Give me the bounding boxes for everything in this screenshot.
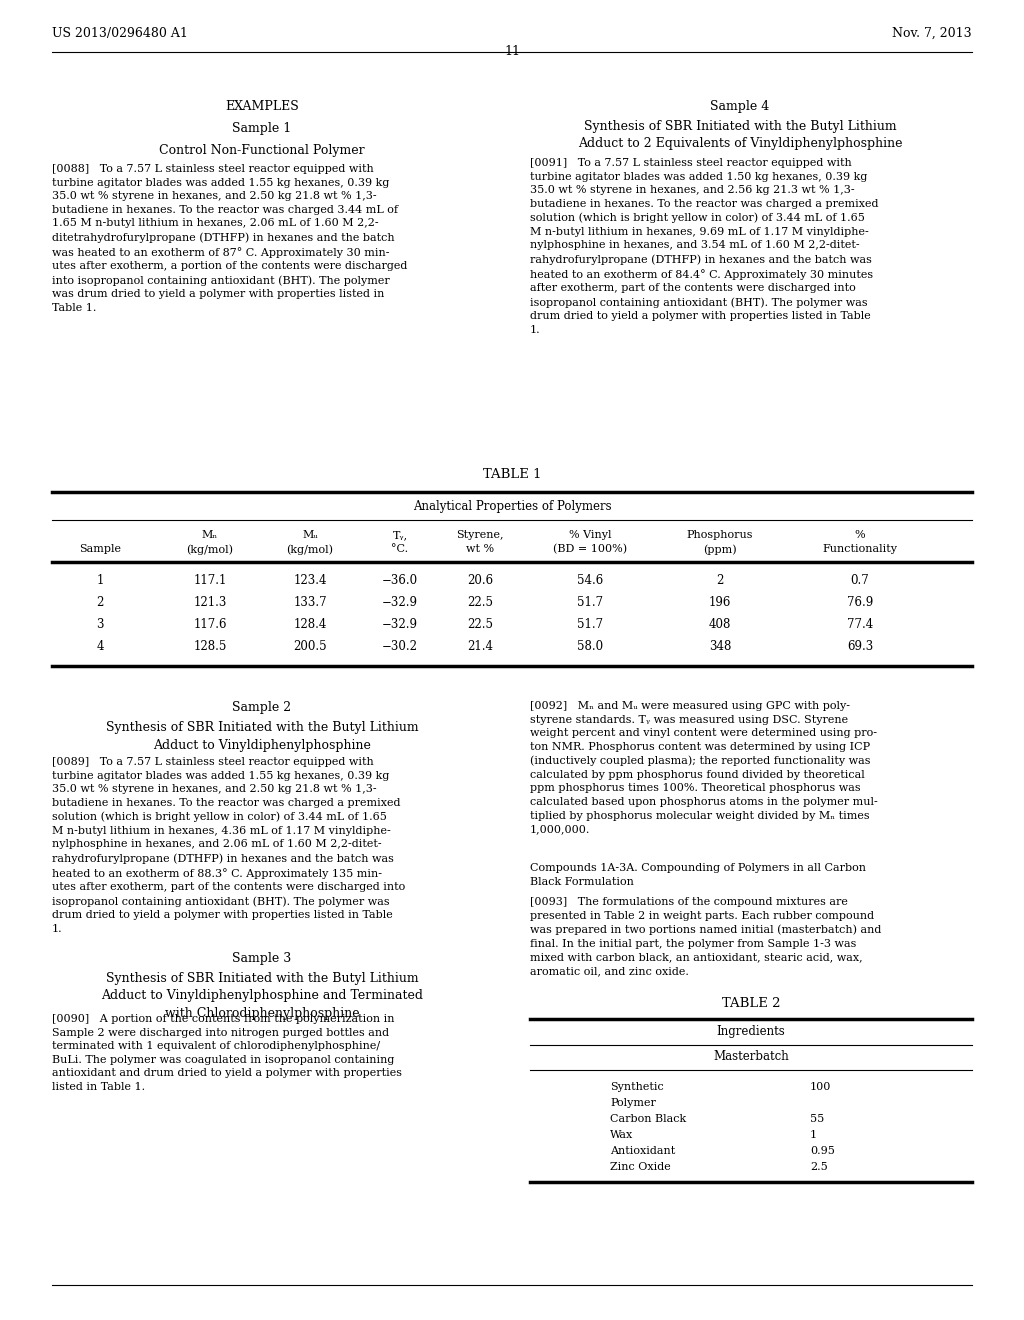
Text: %: % [855,531,865,540]
Text: Masterbatch: Masterbatch [713,1049,788,1063]
Text: Sample 4: Sample 4 [711,100,770,114]
Text: Tᵧ,: Tᵧ, [392,531,408,540]
Text: (kg/mol): (kg/mol) [186,544,233,554]
Text: (kg/mol): (kg/mol) [287,544,334,554]
Text: 133.7: 133.7 [293,597,327,609]
Text: Functionality: Functionality [822,544,897,554]
Text: 408: 408 [709,618,731,631]
Text: 196: 196 [709,597,731,609]
Text: Mᵤ: Mᵤ [302,531,317,540]
Text: 2: 2 [717,574,724,587]
Text: Sample 3: Sample 3 [232,952,292,965]
Text: 0.95: 0.95 [810,1146,835,1156]
Text: Compounds 1A-3A. Compounding of Polymers in all Carbon
Black Formulation: Compounds 1A-3A. Compounding of Polymers… [530,863,866,887]
Text: 117.1: 117.1 [194,574,226,587]
Text: Synthesis of SBR Initiated with the Butyl Lithium
Adduct to Vinyldiphenylphosphi: Synthesis of SBR Initiated with the Buty… [101,972,423,1020]
Text: 3: 3 [96,618,103,631]
Text: 1: 1 [810,1130,817,1140]
Text: 123.4: 123.4 [293,574,327,587]
Text: [0091]   To a 7.57 L stainless steel reactor equipped with
turbine agitator blad: [0091] To a 7.57 L stainless steel react… [530,158,879,335]
Text: Synthesis of SBR Initiated with the Butyl Lithium
Adduct to 2 Equivalents of Vin: Synthesis of SBR Initiated with the Buty… [578,120,902,150]
Text: 51.7: 51.7 [577,597,603,609]
Text: Analytical Properties of Polymers: Analytical Properties of Polymers [413,500,611,513]
Text: 54.6: 54.6 [577,574,603,587]
Text: Phosphorus: Phosphorus [687,531,754,540]
Text: % Vinyl: % Vinyl [568,531,611,540]
Text: 128.5: 128.5 [194,640,226,653]
Text: Control Non-Functional Polymer: Control Non-Functional Polymer [159,144,365,157]
Text: −32.9: −32.9 [382,597,418,609]
Text: Ingredients: Ingredients [717,1026,785,1038]
Text: TABLE 1: TABLE 1 [482,469,542,480]
Text: [0093]   The formulations of the compound mixtures are
presented in Table 2 in w: [0093] The formulations of the compound … [530,898,882,975]
Text: [0089]   To a 7.57 L stainless steel reactor equipped with
turbine agitator blad: [0089] To a 7.57 L stainless steel react… [52,756,406,935]
Text: 55: 55 [810,1114,824,1125]
Text: [0088]   To a 7.57 L stainless steel reactor equipped with
turbine agitator blad: [0088] To a 7.57 L stainless steel react… [52,164,408,313]
Text: 4: 4 [96,640,103,653]
Text: [0090]   A portion of the contents from the polymerization in
Sample 2 were disc: [0090] A portion of the contents from th… [52,1014,402,1092]
Text: 58.0: 58.0 [577,640,603,653]
Text: Synthesis of SBR Initiated with the Butyl Lithium
Adduct to Vinyldiphenylphosphi: Synthesis of SBR Initiated with the Buty… [105,721,419,751]
Text: −30.2: −30.2 [382,640,418,653]
Text: 121.3: 121.3 [194,597,226,609]
Text: US 2013/0296480 A1: US 2013/0296480 A1 [52,26,187,40]
Text: 2.5: 2.5 [810,1162,827,1172]
Text: Sample 2: Sample 2 [232,701,292,714]
Text: Polymer: Polymer [610,1098,656,1107]
Text: −36.0: −36.0 [382,574,418,587]
Text: 20.6: 20.6 [467,574,494,587]
Text: Styrene,: Styrene, [457,531,504,540]
Text: 128.4: 128.4 [293,618,327,631]
Text: 117.6: 117.6 [194,618,226,631]
Text: 51.7: 51.7 [577,618,603,631]
Text: 22.5: 22.5 [467,597,493,609]
Text: 348: 348 [709,640,731,653]
Text: Wax: Wax [610,1130,633,1140]
Text: Mₙ: Mₙ [202,531,218,540]
Text: 21.4: 21.4 [467,640,493,653]
Text: 11: 11 [504,45,520,58]
Text: (BD = 100%): (BD = 100%) [553,544,627,554]
Text: 0.7: 0.7 [851,574,869,587]
Text: Antioxidant: Antioxidant [610,1146,675,1156]
Text: Sample: Sample [79,544,121,554]
Text: 1: 1 [96,574,103,587]
Text: −32.9: −32.9 [382,618,418,631]
Text: 100: 100 [810,1082,831,1092]
Text: TABLE 2: TABLE 2 [722,997,780,1010]
Text: (ppm): (ppm) [703,544,737,554]
Text: Nov. 7, 2013: Nov. 7, 2013 [892,26,972,40]
Text: Sample 1: Sample 1 [232,121,292,135]
Text: Synthetic: Synthetic [610,1082,664,1092]
Text: Carbon Black: Carbon Black [610,1114,686,1125]
Text: wt %: wt % [466,544,494,554]
Text: °C.: °C. [391,544,409,554]
Text: EXAMPLES: EXAMPLES [225,100,299,114]
Text: Zinc Oxide: Zinc Oxide [610,1162,671,1172]
Text: 22.5: 22.5 [467,618,493,631]
Text: 2: 2 [96,597,103,609]
Text: 77.4: 77.4 [847,618,873,631]
Text: 200.5: 200.5 [293,640,327,653]
Text: 76.9: 76.9 [847,597,873,609]
Text: 69.3: 69.3 [847,640,873,653]
Text: [0092]   Mₙ and Mᵤ were measured using GPC with poly-
styrene standards. Tᵧ was : [0092] Mₙ and Mᵤ were measured using GPC… [530,701,878,834]
